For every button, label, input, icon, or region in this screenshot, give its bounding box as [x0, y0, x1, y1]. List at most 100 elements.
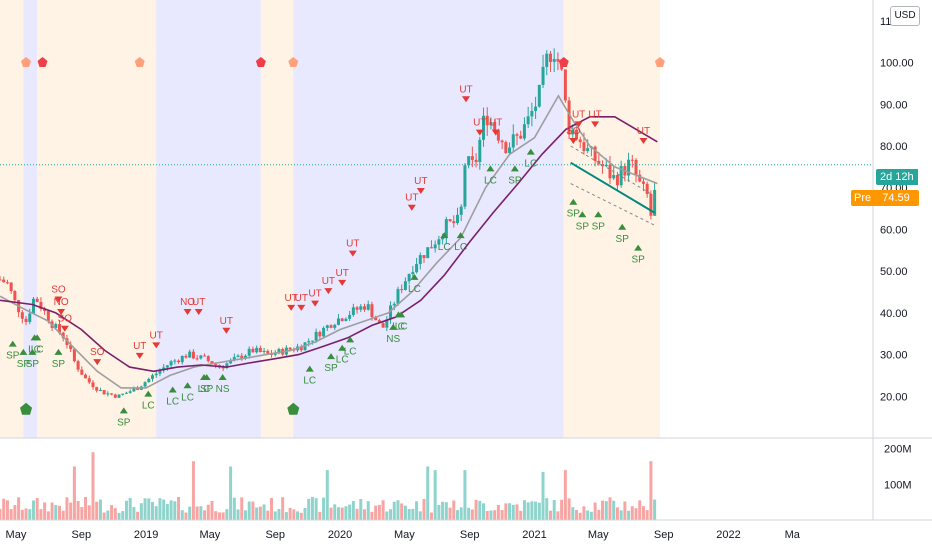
currency-button[interactable]: USD — [890, 6, 920, 26]
volume-bar — [117, 512, 121, 520]
signal-label: NO — [54, 297, 69, 308]
buy-arrow — [440, 232, 449, 239]
band-warm — [37, 0, 157, 438]
signal-label: SP — [631, 255, 645, 266]
candle-body — [210, 361, 214, 365]
volume-bar — [604, 501, 608, 520]
candle-body — [638, 174, 642, 182]
volume-bar — [217, 512, 221, 520]
candle-body — [586, 148, 590, 152]
volume-bar — [351, 500, 355, 520]
top-marker — [654, 57, 665, 67]
volume-bar — [0, 508, 2, 520]
candle-body — [482, 115, 486, 140]
bottom-marker — [287, 402, 300, 415]
volume-bar — [641, 506, 645, 520]
volume-bar — [381, 500, 385, 520]
candle-body — [389, 305, 393, 320]
candle-body — [203, 355, 207, 357]
volume-bar — [645, 510, 649, 520]
candle-body — [69, 345, 73, 350]
volume-bar — [500, 510, 504, 520]
volume-bar — [333, 504, 337, 520]
volume-bar — [615, 507, 619, 520]
volume-bar — [243, 510, 247, 520]
background-bands — [0, 0, 660, 438]
signal-label: SO — [51, 285, 66, 296]
volume-bar — [173, 501, 177, 520]
volume-bar — [582, 506, 586, 520]
band-warm — [260, 0, 294, 438]
volume-bar — [303, 507, 307, 520]
volume-bar — [65, 497, 69, 520]
candle-body — [493, 122, 497, 131]
volume-bar — [128, 497, 132, 520]
candle-body — [150, 375, 154, 379]
candle-body — [61, 332, 65, 339]
time-tick-label: Sep — [460, 529, 480, 541]
sell-arrow — [324, 288, 333, 295]
volume-bar — [489, 510, 493, 520]
candle-body — [31, 298, 35, 314]
sell-arrow — [54, 296, 63, 303]
candle-body — [437, 239, 441, 245]
volume-bar — [370, 511, 374, 520]
candle-body — [180, 355, 184, 363]
signal-label: NS — [216, 384, 230, 395]
volume-bar — [448, 507, 452, 520]
volume-bar — [575, 509, 579, 520]
candle-body — [459, 206, 463, 215]
volume-bar — [329, 507, 333, 520]
candle-body — [188, 351, 192, 358]
sell-arrow — [591, 121, 600, 128]
volume-bar — [485, 511, 489, 520]
volume-bar — [522, 500, 526, 520]
volume-bar — [106, 510, 110, 520]
signal-label: LC — [198, 384, 211, 395]
signal-label: UT — [572, 109, 585, 120]
volume-bar — [147, 498, 151, 520]
signal-label: LC — [303, 376, 316, 387]
time-tick-label: May — [199, 529, 220, 541]
volume-bar — [441, 501, 445, 520]
price-tick-label: 80.00 — [880, 141, 908, 153]
buy-arrow — [19, 348, 28, 355]
candle-body — [403, 281, 407, 290]
volume-bar — [403, 505, 407, 520]
volume-bar — [20, 509, 24, 520]
volume-bar — [270, 498, 274, 520]
signal-label: LC — [181, 392, 194, 403]
premarket-price-label: 74.59 — [873, 190, 919, 206]
candle-body — [571, 129, 575, 135]
candle-body — [277, 349, 281, 354]
signal-label: SP — [576, 221, 590, 232]
candle-body — [519, 135, 523, 139]
volume-bar — [455, 510, 459, 520]
buy-arrow — [338, 344, 347, 351]
volume-bar — [195, 506, 199, 520]
band-cool — [23, 0, 38, 438]
buy-arrow — [28, 348, 37, 355]
moving-average-fast — [0, 94, 658, 389]
candle-body — [340, 318, 344, 321]
candle-body — [35, 298, 39, 302]
candle-body — [165, 365, 169, 368]
volume-bar — [54, 504, 58, 520]
volume-bar — [389, 509, 393, 520]
candle-body — [2, 279, 6, 283]
volume-bar — [310, 496, 314, 520]
candle-body — [433, 244, 437, 249]
candle-body — [627, 159, 631, 176]
volume-bar — [508, 503, 512, 520]
candle-body — [58, 324, 62, 333]
candle-body — [299, 346, 303, 351]
volume-bar — [132, 507, 136, 520]
buy-arrow — [218, 373, 227, 380]
candle-body — [366, 304, 370, 310]
signal-label: NO — [180, 297, 195, 308]
signal-label: SP — [616, 234, 630, 245]
signal-label: UT — [336, 268, 349, 279]
volume-bar — [474, 499, 478, 520]
sell-arrow — [475, 129, 484, 136]
